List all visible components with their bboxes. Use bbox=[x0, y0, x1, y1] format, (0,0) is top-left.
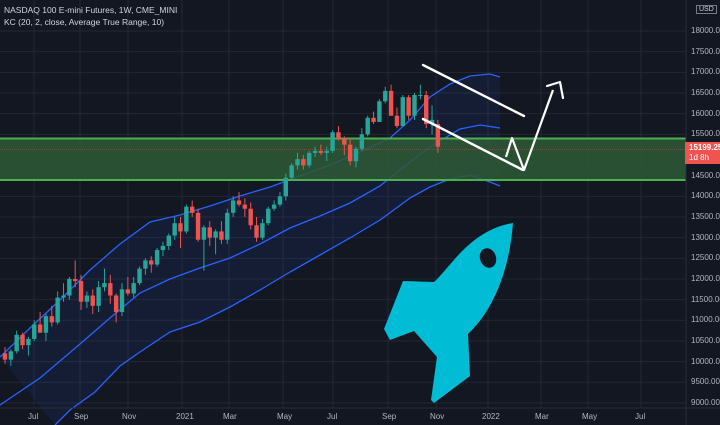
price-tick-label: 13500.00 bbox=[691, 211, 720, 221]
arrow-head-icon bbox=[545, 80, 565, 100]
symbol-title[interactable]: NASDAQ 100 E-mini Futures, 1W, CME_MINI bbox=[4, 5, 178, 15]
time-tick-label: 2021 bbox=[176, 412, 194, 421]
time-tick-label: Mar bbox=[535, 412, 549, 421]
time-tick-label: Jul bbox=[327, 412, 338, 421]
time-tick-label: May bbox=[277, 412, 293, 421]
rocket-icon[interactable] bbox=[384, 223, 513, 403]
price-tick-label: 16500.00 bbox=[691, 87, 720, 97]
price-tick-label: 16000.00 bbox=[691, 108, 720, 118]
time-tick-label: Jul bbox=[28, 412, 39, 421]
time-tick-label: Nov bbox=[122, 412, 137, 421]
price-tick-label: 13000.00 bbox=[691, 232, 720, 242]
current-price-value: 15199.25 bbox=[689, 143, 720, 152]
price-tick-label: 14000.00 bbox=[691, 191, 720, 201]
price-tick-label: 10500.00 bbox=[691, 335, 720, 345]
time-tick-label: Sep bbox=[382, 412, 397, 421]
time-tick-label: Sep bbox=[74, 412, 89, 421]
candlesticks bbox=[2, 84, 441, 366]
time-tick-label: Nov bbox=[430, 412, 445, 421]
price-tick-label: 12000.00 bbox=[691, 273, 720, 283]
channel-upper-line[interactable] bbox=[421, 63, 526, 118]
projection-path[interactable] bbox=[504, 89, 555, 172]
indicator-title[interactable]: KC (20, 2, close, Average True Range, 10… bbox=[4, 17, 165, 27]
grid-lines bbox=[0, 0, 686, 408]
price-tick-label: 12500.00 bbox=[691, 253, 720, 263]
price-tick-label: 11000.00 bbox=[691, 315, 720, 325]
price-tick-label: 14500.00 bbox=[691, 170, 720, 180]
price-tick-label: 15500.00 bbox=[691, 129, 720, 139]
time-tick-label: May bbox=[582, 412, 598, 421]
chart-legend: NASDAQ 100 E-mini Futures, 1W, CME_MINI … bbox=[4, 4, 177, 28]
time-tick-label: Mar bbox=[223, 412, 237, 421]
price-tick-label: 17000.00 bbox=[691, 67, 720, 77]
price-tick-label: 10000.00 bbox=[691, 356, 720, 366]
currency-badge[interactable]: USD bbox=[696, 5, 717, 14]
price-tick-label: 17500.00 bbox=[691, 46, 720, 56]
price-tick-label: 18000.00 bbox=[691, 26, 720, 35]
price-tick-label: 11500.00 bbox=[691, 294, 720, 304]
time-tick-label: Jul bbox=[635, 412, 646, 421]
bar-countdown: 1d 8h bbox=[689, 153, 710, 162]
channel-lower-line[interactable] bbox=[421, 117, 525, 172]
time-tick-label: 2022 bbox=[482, 412, 500, 421]
price-tick-label: 9500.00 bbox=[691, 377, 720, 387]
price-tick-label: 9000.00 bbox=[691, 397, 720, 407]
current-price-tag: 15199.25 1d 8h bbox=[685, 142, 720, 164]
support-zone[interactable] bbox=[0, 138, 686, 180]
